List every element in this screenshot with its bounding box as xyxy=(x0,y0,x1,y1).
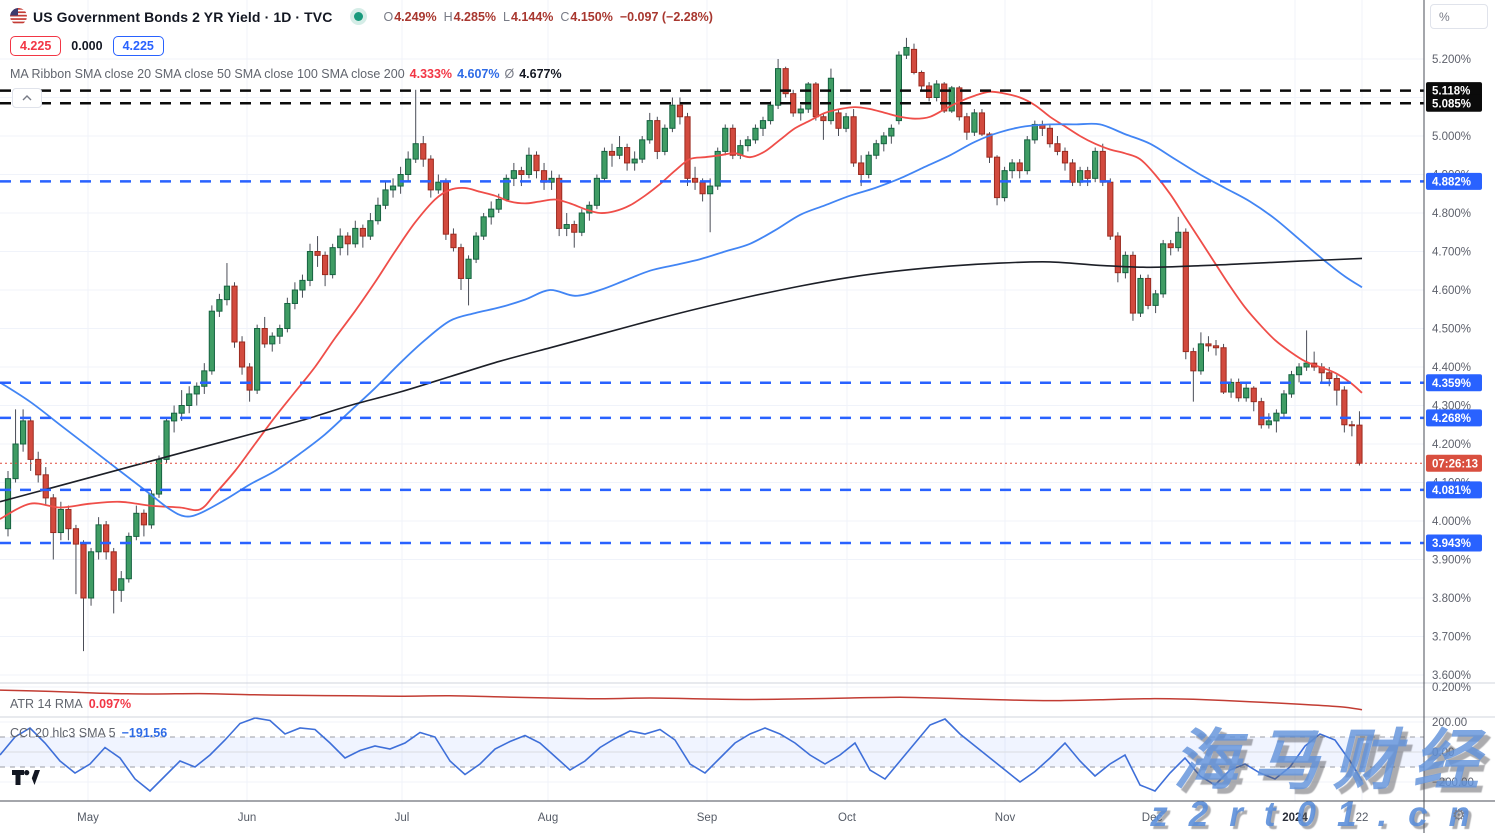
svg-text:5.118%: 5.118% xyxy=(1432,86,1470,98)
svg-text:0.200%: 0.200% xyxy=(1432,682,1471,694)
svg-text:4.500%: 4.500% xyxy=(1432,324,1471,336)
svg-text:5.000%: 5.000% xyxy=(1432,131,1471,143)
svg-text:2024: 2024 xyxy=(1282,812,1308,824)
svg-text:Sep: Sep xyxy=(697,812,717,824)
collapse-legend-button[interactable] xyxy=(12,88,42,108)
cci-pane-legend[interactable]: CCI 20 hlc3 SMA 5 −191.56 xyxy=(10,726,167,740)
symbol-legend[interactable]: US Government Bonds 2 YR Yield · 1D · TV… xyxy=(10,8,713,25)
market-status-icon[interactable] xyxy=(354,12,364,21)
atr-pane-legend[interactable]: ATR 14 RMA 0.097% xyxy=(10,697,131,711)
svg-text:4.200%: 4.200% xyxy=(1432,439,1471,451)
svg-text:−200.00: −200.00 xyxy=(1432,777,1474,789)
price-axis[interactable]: 5.200%5.100%5.000%4.900%4.800%4.700%4.60… xyxy=(1426,54,1482,789)
sma100-hidden-symbol: Ø xyxy=(504,67,515,81)
low-value: 4.144% xyxy=(510,9,554,24)
svg-text:4.600%: 4.600% xyxy=(1432,285,1471,297)
svg-text:Jun: Jun xyxy=(238,812,257,824)
chevron-up-icon xyxy=(22,95,32,101)
svg-text:3.600%: 3.600% xyxy=(1432,670,1471,682)
svg-text:4.268%: 4.268% xyxy=(1432,413,1471,425)
us-flag-icon xyxy=(10,8,27,25)
svg-text:4.700%: 4.700% xyxy=(1432,247,1471,259)
cci-band xyxy=(0,736,1424,768)
sma20-value: 4.333% xyxy=(409,67,453,81)
svg-text:5.200%: 5.200% xyxy=(1432,54,1471,66)
high-value: 4.285% xyxy=(453,9,497,24)
svg-text:200.00: 200.00 xyxy=(1432,717,1467,729)
ohlc-values: O4.249% H4.285% L4.144% C4.150% −0.097 (… xyxy=(383,9,713,24)
time-axis[interactable]: May Jun Jul Aug Sep Oct Nov Dec 2024 22 xyxy=(77,812,1368,824)
svg-text:3.700%: 3.700% xyxy=(1432,632,1471,644)
svg-text:4.882%: 4.882% xyxy=(1432,176,1471,188)
svg-text:4.000%: 4.000% xyxy=(1432,516,1471,528)
svg-text:3.943%: 3.943% xyxy=(1432,538,1471,550)
svg-text:5.085%: 5.085% xyxy=(1432,98,1471,110)
ma-ribbon-lines xyxy=(0,90,1363,520)
svg-text:Aug: Aug xyxy=(538,812,558,824)
svg-text:0.00: 0.00 xyxy=(1432,747,1454,759)
cci-value: −191.56 xyxy=(121,726,168,740)
open-value: 4.249% xyxy=(394,9,437,24)
change-value: −0.097 (−2.28%) xyxy=(619,9,713,24)
price-alert-boxes: 4.225 0.000 4.225 xyxy=(10,36,164,56)
svg-text:4.081%: 4.081% xyxy=(1432,485,1471,497)
svg-text:3.900%: 3.900% xyxy=(1432,555,1471,567)
svg-text:4.400%: 4.400% xyxy=(1432,362,1471,374)
svg-text:3.800%: 3.800% xyxy=(1432,593,1471,605)
close-value: 4.150% xyxy=(570,9,613,24)
cci-label: CCI 20 hlc3 SMA 5 xyxy=(10,726,116,740)
svg-text:22: 22 xyxy=(1356,812,1369,824)
price-box-red[interactable]: 4.225 xyxy=(10,36,62,56)
symbol-title[interactable]: US Government Bonds 2 YR Yield · 1D · TV… xyxy=(33,8,333,25)
svg-text:4.800%: 4.800% xyxy=(1432,208,1471,220)
svg-text:Jul: Jul xyxy=(395,812,410,824)
atr-value: 0.097% xyxy=(88,697,132,711)
price-axis-unit-button[interactable]: % xyxy=(1430,4,1488,29)
ma-ribbon-label: MA Ribbon SMA close 20 SMA close 50 SMA … xyxy=(10,67,405,81)
svg-text:Oct: Oct xyxy=(838,812,857,824)
ma-ribbon-legend[interactable]: MA Ribbon SMA close 20 SMA close 50 SMA … xyxy=(10,67,562,81)
sma200-value: 4.677% xyxy=(519,67,562,81)
svg-text:4.359%: 4.359% xyxy=(1432,378,1471,390)
price-box-blue[interactable]: 4.225 xyxy=(112,36,164,56)
axis-settings-gear-icon[interactable]: ⚙ xyxy=(1452,807,1466,824)
sma50-value: 4.607% xyxy=(457,67,500,81)
tradingview-logo-icon[interactable] xyxy=(12,770,41,790)
price-box-middle: 0.000 xyxy=(71,39,103,53)
price-level-lines xyxy=(0,89,1424,545)
candles xyxy=(4,37,1363,652)
svg-text:Nov: Nov xyxy=(995,812,1016,824)
svg-text:07:26:13: 07:26:13 xyxy=(1432,458,1478,470)
svg-text:Dec: Dec xyxy=(1142,812,1163,824)
svg-text:May: May xyxy=(77,812,99,824)
atr-label: ATR 14 RMA xyxy=(10,697,83,711)
